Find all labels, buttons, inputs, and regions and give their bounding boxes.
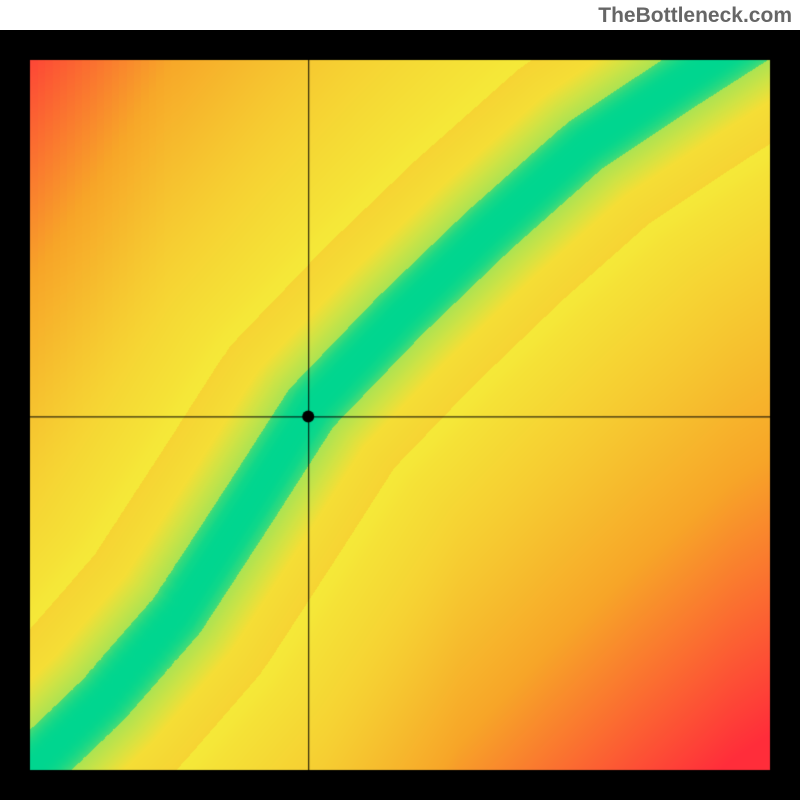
chart-container: TheBottleneck.com — [0, 0, 800, 800]
bottleneck-heatmap — [0, 30, 800, 800]
watermark-text: TheBottleneck.com — [598, 4, 792, 28]
